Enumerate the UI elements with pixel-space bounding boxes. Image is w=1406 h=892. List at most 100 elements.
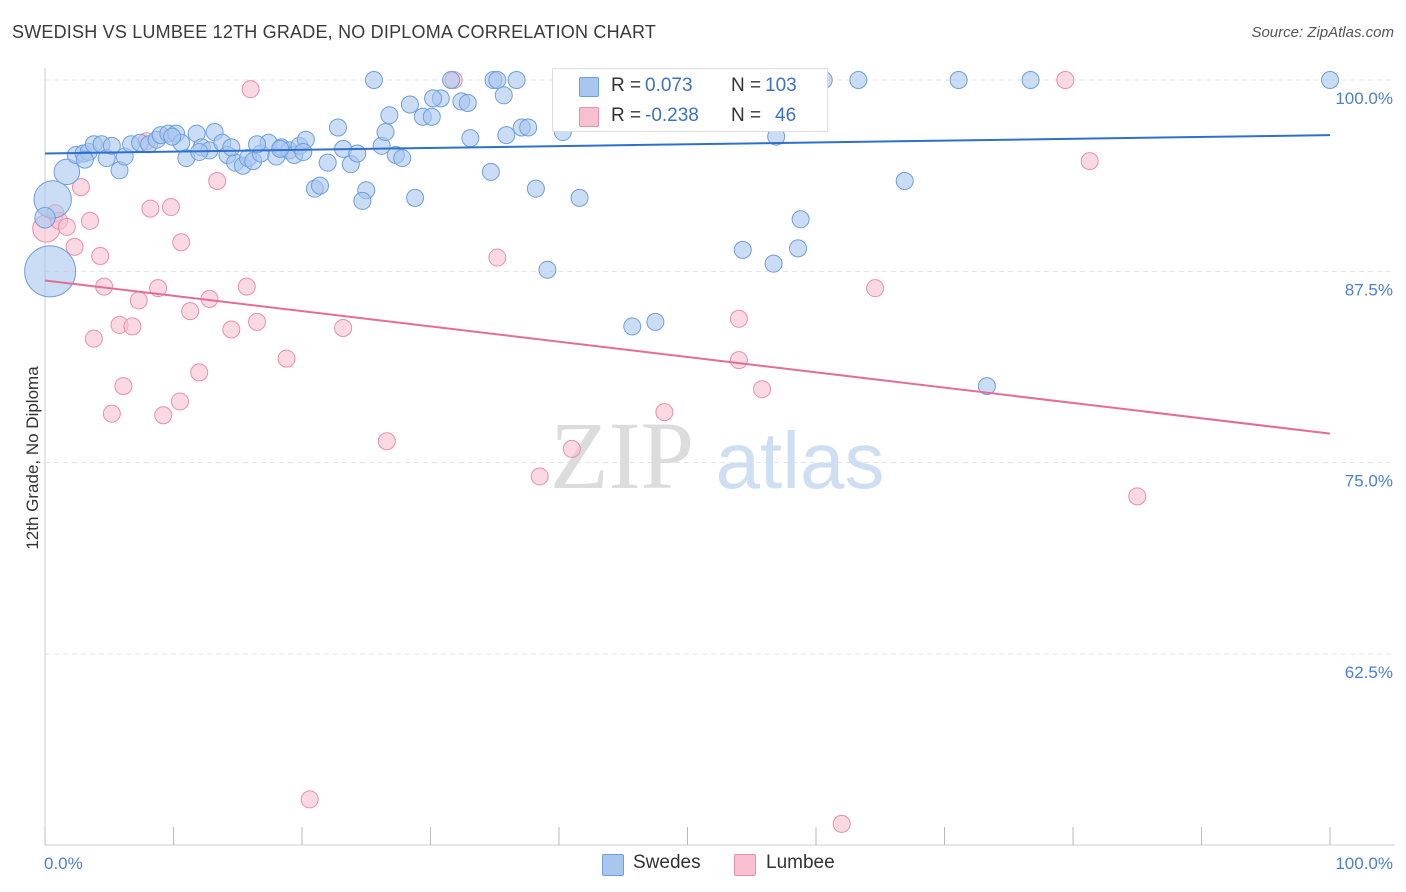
swedes-swatch xyxy=(579,77,599,97)
lumbee-point xyxy=(655,403,674,422)
swedes-point xyxy=(458,93,477,112)
swedes-point xyxy=(424,89,443,108)
lumbee-point xyxy=(277,349,296,368)
lumbee-point xyxy=(190,363,209,382)
swedes-point xyxy=(318,153,337,172)
swedes-point xyxy=(393,149,412,168)
swedes-legend-swatch xyxy=(602,854,624,876)
lumbee-point xyxy=(141,199,160,218)
lumbee-point xyxy=(1056,71,1075,89)
lumbee-point xyxy=(71,178,90,197)
swedes-point xyxy=(488,71,507,89)
swedes-point xyxy=(34,207,56,229)
watermark-atlas: atlas xyxy=(716,416,885,505)
swedes-point xyxy=(895,172,914,191)
lumbee-point xyxy=(300,790,319,809)
tick-labels: 100.0% 87.5% 75.0% 62.5% 0.0% 100.0% xyxy=(44,89,1393,873)
y-tick-label: 62.5% xyxy=(1345,663,1393,682)
lumbee-point xyxy=(114,377,133,396)
swedes-point xyxy=(1321,71,1339,89)
lumbee-point xyxy=(1128,487,1147,506)
lumbee-point xyxy=(562,439,581,458)
swedes-point xyxy=(102,136,121,155)
swedes-point xyxy=(406,188,425,207)
lumbee-point xyxy=(149,279,168,298)
lumbee-point xyxy=(488,248,507,267)
swedes-point xyxy=(461,129,480,148)
stats-legend: R = 0.073 N = 103 R = -0.238 N = 46 xyxy=(552,68,828,132)
x-tick-label: 100.0% xyxy=(1335,854,1393,873)
swedes-point xyxy=(376,123,395,142)
swedes-r-value: 0.073 xyxy=(645,75,693,96)
swedes-point xyxy=(310,176,329,195)
swedes-point xyxy=(526,179,545,198)
lumbee-point xyxy=(170,392,189,411)
swedes-point xyxy=(791,210,810,229)
swedes-point xyxy=(442,71,461,89)
lumbee-point xyxy=(248,312,267,331)
swedes-point xyxy=(538,260,557,279)
swedes-point xyxy=(364,71,383,89)
lumbee-n-value: 46 xyxy=(775,105,797,126)
lumbee-point xyxy=(181,302,200,321)
lumbee-point xyxy=(334,318,353,337)
y-tick-label: 87.5% xyxy=(1345,280,1393,299)
legend-row-swedes: R = 0.073 N = 103 xyxy=(553,71,827,101)
y-tick-label: 75.0% xyxy=(1345,472,1393,491)
series-legend: Swedes Lumbee xyxy=(0,852,1406,878)
swedes-point xyxy=(733,240,752,259)
lumbee-r-label: R = xyxy=(611,105,642,126)
swedes-point xyxy=(328,118,347,137)
lumbee-point xyxy=(154,406,173,425)
trend-lines xyxy=(44,134,1331,435)
swedes-point xyxy=(1021,71,1040,89)
lumbee-point xyxy=(237,277,256,296)
swedes-n-value: 103 xyxy=(765,75,797,96)
swedes-n-label: N = xyxy=(731,75,762,96)
x-tick-label: 0.0% xyxy=(44,854,83,873)
swedes-point xyxy=(497,126,516,145)
swedes-point xyxy=(481,162,500,181)
lumbee-points xyxy=(32,71,1147,833)
y-tick-label: 100.0% xyxy=(1335,89,1393,108)
lumbee-n-label: N = xyxy=(731,105,762,126)
y-axis-label: 12th Grade, No Diploma xyxy=(23,366,42,550)
chart-title: SWEDISH VS LUMBEE 12TH GRADE, NO DIPLOMA… xyxy=(12,22,657,42)
lumbee-point xyxy=(102,404,121,423)
swedes-point xyxy=(271,139,290,158)
swedes-point xyxy=(348,144,367,163)
swedes-point xyxy=(623,317,642,336)
lumbee-point xyxy=(753,380,772,399)
swedes-point xyxy=(494,86,513,105)
lumbee-point xyxy=(161,198,180,217)
swedes-point xyxy=(570,188,589,207)
lumbee-point xyxy=(129,291,148,310)
swedes-point xyxy=(849,71,868,89)
lumbee-point xyxy=(1080,152,1099,171)
lumbee-trend-line xyxy=(44,279,1331,435)
chart-source: Source: ZipAtlas.com xyxy=(1251,24,1394,41)
swedes-point xyxy=(977,377,996,396)
legend-row-lumbee: R = -0.238 N = 46 xyxy=(553,101,827,131)
swedes-point xyxy=(353,191,372,210)
swedes-point xyxy=(163,127,182,146)
lumbee-point xyxy=(729,351,748,370)
lumbee-point xyxy=(866,279,885,298)
lumbee-legend-label: Lumbee xyxy=(766,852,835,873)
lumbee-point xyxy=(123,317,142,336)
lumbee-point xyxy=(84,329,103,348)
lumbee-point xyxy=(377,432,396,451)
lumbee-legend-swatch xyxy=(734,854,756,876)
swedes-point xyxy=(949,71,968,89)
swedes-point xyxy=(380,106,399,125)
watermark: ZIP atlas xyxy=(550,402,884,509)
swedes-point xyxy=(519,118,538,137)
swedes-point xyxy=(24,245,77,298)
lumbee-point xyxy=(832,814,851,833)
lumbee-point xyxy=(530,467,549,486)
swedes-r-label: R = xyxy=(611,75,642,96)
swedes-point xyxy=(75,150,94,169)
lumbee-point xyxy=(241,80,260,99)
swedes-point xyxy=(507,71,526,89)
